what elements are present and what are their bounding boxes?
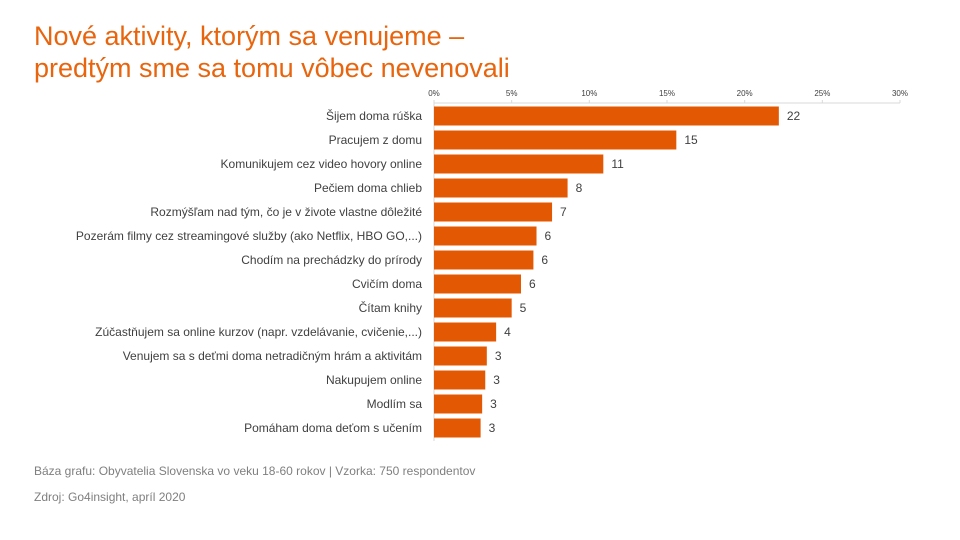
data-label: 15 — [684, 133, 698, 147]
x-tick-label: 10% — [581, 89, 597, 98]
data-label: 3 — [490, 397, 497, 411]
category-label: Pozerám filmy cez streamingové služby (a… — [76, 229, 422, 243]
category-label: Rozmýšľam nad tým, čo je v živote vlastn… — [150, 205, 422, 219]
bar — [434, 106, 779, 126]
category-label: Nakupujem online — [326, 373, 422, 387]
data-label: 7 — [560, 205, 567, 219]
data-label: 3 — [493, 373, 500, 387]
category-label: Modlím sa — [367, 397, 423, 411]
bar — [434, 370, 486, 390]
data-label: 11 — [611, 157, 624, 171]
bar — [434, 322, 497, 342]
bar — [434, 154, 604, 174]
bar — [434, 202, 553, 222]
chart-source-note: Zdroj: Go4insight, apríl 2020 — [34, 490, 186, 504]
x-tick-label: 0% — [428, 89, 440, 98]
data-label: 4 — [504, 325, 511, 339]
category-label: Venujem sa s deťmi doma netradičným hrám… — [123, 349, 422, 363]
x-tick-label: 25% — [814, 89, 830, 98]
category-label: Pečiem doma chlieb — [314, 181, 422, 195]
bar — [434, 346, 487, 366]
bar — [434, 298, 512, 318]
category-label: Chodím na prechádzky do prírody — [241, 253, 422, 267]
bar — [434, 130, 677, 150]
category-label: Zúčastňujem sa online kurzov (napr. vzde… — [95, 325, 422, 339]
bar — [434, 226, 537, 246]
data-label: 5 — [520, 301, 527, 315]
data-label: 6 — [541, 253, 548, 267]
x-tick-label: 30% — [892, 89, 908, 98]
bar — [434, 274, 521, 294]
data-label: 6 — [529, 277, 536, 291]
data-label: 6 — [545, 229, 552, 243]
data-label: 3 — [489, 421, 496, 435]
x-tick-label: 15% — [659, 89, 675, 98]
category-label: Cvičím doma — [352, 277, 422, 291]
bar — [434, 394, 483, 414]
category-label: Pracujem z domu — [329, 133, 422, 147]
category-label: Čítam knihy — [359, 300, 422, 315]
data-label: 22 — [787, 109, 801, 123]
bar — [434, 418, 481, 438]
x-tick-label: 20% — [737, 89, 753, 98]
x-tick-label: 5% — [506, 89, 518, 98]
chart-title-line-2: predtým sme sa tomu vôbec nevenovali — [34, 53, 510, 83]
data-label: 8 — [576, 181, 583, 195]
chart-title-line-1: Nové aktivity, ktorým sa venujeme – — [34, 21, 465, 51]
category-label: Šijem doma rúška — [326, 108, 422, 123]
data-label: 3 — [495, 349, 502, 363]
bar — [434, 250, 534, 270]
chart-base-note: Báza grafu: Obyvatelia Slovenska vo veku… — [34, 464, 476, 478]
category-label: Pomáham doma deťom s učením — [244, 421, 422, 435]
category-label: Komunikujem cez video hovory online — [221, 157, 423, 171]
chart-title: Nové aktivity, ktorým sa venujeme – pred… — [34, 20, 734, 84]
bar — [434, 178, 568, 198]
